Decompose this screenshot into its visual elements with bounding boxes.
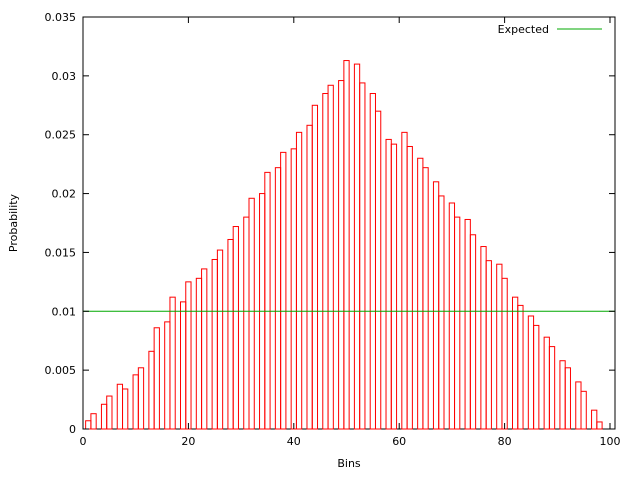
histogram-bar — [122, 388, 129, 430]
histogram-bars — [85, 60, 603, 430]
histogram-bar — [564, 367, 571, 430]
histogram-bar — [454, 216, 461, 430]
histogram-bar — [417, 157, 424, 430]
histogram-bar — [448, 202, 456, 430]
histogram-bar — [422, 167, 429, 430]
histogram-bar — [227, 238, 234, 430]
histogram-bar — [464, 218, 471, 430]
histogram-bar — [517, 304, 524, 430]
histogram-bar — [353, 63, 361, 430]
histogram-bar — [438, 195, 445, 430]
x-tick-label: 40 — [287, 435, 301, 448]
histogram-bar — [185, 281, 192, 430]
histogram-bar — [596, 421, 603, 430]
histogram-bar — [390, 143, 398, 430]
histogram-bar — [501, 277, 508, 430]
axis-tick-labels: 0 20 40 60 80 100 0 0.005 0.01 0.015 0.02 0.025 0.03… — [45, 11, 621, 448]
legend-label-expected: Expected — [498, 23, 549, 36]
histogram-bar — [311, 104, 319, 430]
histogram-bar — [100, 403, 108, 430]
histogram-bar — [322, 93, 329, 430]
y-tick-label: 0.005 — [45, 364, 77, 377]
histogram-bar — [106, 395, 113, 430]
legend: Expected — [498, 23, 602, 36]
histogram-bar — [401, 131, 408, 430]
histogram-bar — [480, 246, 487, 430]
histogram-bar — [432, 181, 440, 430]
histogram-bar — [169, 296, 176, 430]
histogram-bar — [591, 409, 598, 430]
histogram-bar — [406, 145, 413, 430]
histogram-bar — [338, 80, 345, 430]
axis-ticks — [82, 16, 615, 430]
x-tick-label: 0 — [80, 435, 87, 448]
histogram-bar — [575, 381, 582, 430]
histogram-bar — [274, 167, 282, 430]
histogram-bar — [469, 234, 477, 430]
x-tick-label: 60 — [392, 435, 406, 448]
y-tick-label: 0.01 — [52, 305, 77, 318]
histogram-bar — [264, 171, 271, 430]
histogram-bar — [280, 151, 287, 430]
y-tick-label: 0.03 — [52, 70, 77, 83]
histogram-bar — [243, 216, 250, 430]
histogram-bar — [195, 277, 203, 430]
x-tick-label: 20 — [181, 435, 195, 448]
histogram-bar — [369, 93, 376, 430]
y-tick-label: 0.015 — [45, 246, 77, 259]
histogram-bar — [211, 258, 218, 430]
histogram-bar — [148, 350, 155, 430]
y-axis-title: Probability — [7, 193, 20, 252]
histogram-bar — [201, 268, 208, 430]
y-tick-label: 0.02 — [52, 188, 77, 201]
histogram-bar — [137, 367, 145, 430]
histogram-bar — [327, 84, 334, 430]
histogram-bar — [527, 315, 535, 430]
histogram-bar — [85, 420, 92, 430]
x-tick-label: 80 — [498, 435, 512, 448]
histogram-bar — [385, 138, 392, 430]
y-tick-label: 0.025 — [45, 129, 77, 142]
histogram-bar — [295, 131, 303, 430]
histogram-bar — [359, 82, 366, 430]
histogram-bar — [248, 197, 255, 430]
histogram-bar — [512, 296, 519, 430]
histogram-bar — [485, 260, 492, 430]
histogram-bar — [164, 321, 171, 430]
histogram-bar — [496, 263, 503, 430]
x-tick-label: 100 — [600, 435, 621, 448]
histogram-bar — [533, 324, 540, 430]
histogram-bar — [559, 360, 566, 430]
histogram-bar — [116, 383, 124, 430]
histogram-bar — [343, 60, 350, 430]
histogram-bar — [90, 413, 97, 430]
histogram-bar — [153, 327, 160, 430]
histogram-bar — [232, 226, 239, 430]
y-tick-label: 0 — [69, 423, 76, 436]
histogram-bar — [290, 148, 297, 430]
x-axis-title: Bins — [337, 457, 361, 470]
histogram-bar — [548, 346, 556, 430]
histogram-bar — [306, 124, 313, 430]
histogram-bar — [543, 336, 550, 430]
y-tick-label: 0.035 — [45, 11, 77, 24]
histogram-bar — [374, 110, 382, 430]
histogram-bar — [580, 390, 587, 430]
histogram-bar — [132, 374, 139, 430]
histogram-bar — [216, 249, 224, 430]
histogram-bar — [180, 301, 187, 430]
